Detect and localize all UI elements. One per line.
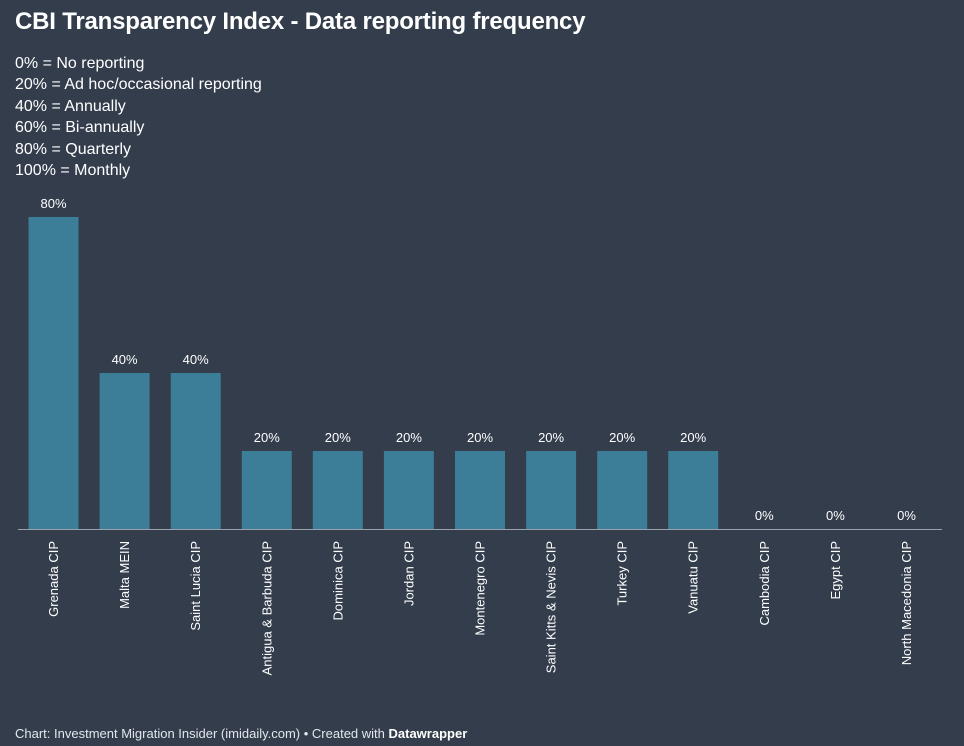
bar[interactable] xyxy=(526,451,577,529)
bar-value-label: 20% xyxy=(467,430,493,445)
bar[interactable] xyxy=(28,217,79,529)
bar[interactable] xyxy=(668,451,719,529)
legend-line: 0% = No reporting xyxy=(15,55,145,72)
category-label: Malta MEIN xyxy=(117,541,132,609)
category-label: Vanuatu CIP xyxy=(686,541,701,614)
bar-value-label: 0% xyxy=(826,508,845,523)
legend-line: 100% = Monthly xyxy=(15,162,131,180)
bar-value-label: 80% xyxy=(40,196,66,211)
category-label: Egypt CIP xyxy=(828,541,843,600)
category-label: Turkey CIP xyxy=(615,541,630,606)
chart-title: CBI Transparency Index - Data reporting … xyxy=(15,8,586,35)
category-label: Cambodia CIP xyxy=(757,541,772,626)
scale-legend: 0% = No reporting 20% = Ad hoc/occasiona… xyxy=(15,53,262,181)
bar[interactable] xyxy=(241,451,292,529)
bar[interactable] xyxy=(312,451,363,529)
category-label: Antigua & Barbuda CIP xyxy=(259,541,274,675)
bar-value-label: 0% xyxy=(897,508,916,523)
bar[interactable] xyxy=(383,451,434,529)
legend-line: 40% = Annually xyxy=(15,97,126,115)
credit-brand[interactable]: Datawrapper xyxy=(388,726,468,741)
bar[interactable] xyxy=(597,451,648,529)
category-label: Montenegro CIP xyxy=(473,541,488,636)
bars-group xyxy=(28,217,719,529)
bar[interactable] xyxy=(170,373,221,529)
bar-value-label: 20% xyxy=(680,430,706,445)
category-label: Saint Lucia CIP xyxy=(188,541,203,631)
legend-line: 60% = Bi-annually xyxy=(15,119,145,137)
bar[interactable] xyxy=(455,451,505,529)
category-label: North Macedonia CIP xyxy=(899,541,914,665)
bar-value-label: 20% xyxy=(396,430,422,445)
legend-line: 80% = Quarterly xyxy=(15,140,132,158)
labels-group: 80% Grenada CIP 40% Malta MEIN 40% Saint Luci… xyxy=(40,196,916,675)
category-label: Grenada CIP xyxy=(46,541,61,617)
category-label: Jordan CIP xyxy=(401,541,416,606)
category-label: Dominica CIP xyxy=(330,541,345,620)
bar-value-label: 20% xyxy=(254,430,280,445)
bar-value-label: 20% xyxy=(609,430,635,445)
bar-value-label: 0% xyxy=(755,508,774,523)
bar-value-label: 40% xyxy=(112,352,138,367)
bar[interactable] xyxy=(99,373,150,529)
legend-line: 20% = Ad hoc/occasional reporting xyxy=(15,76,262,94)
bar-value-label: 40% xyxy=(183,352,209,367)
chart-credit: Chart: Investment Migration Insider (imi… xyxy=(15,726,467,741)
bar-value-label: 20% xyxy=(538,430,564,445)
category-label: Saint Kitts & Nevis CIP xyxy=(544,541,559,673)
credit-text: Chart: Investment Migration Insider (imi… xyxy=(15,726,389,741)
bar-value-label: 20% xyxy=(325,430,351,445)
